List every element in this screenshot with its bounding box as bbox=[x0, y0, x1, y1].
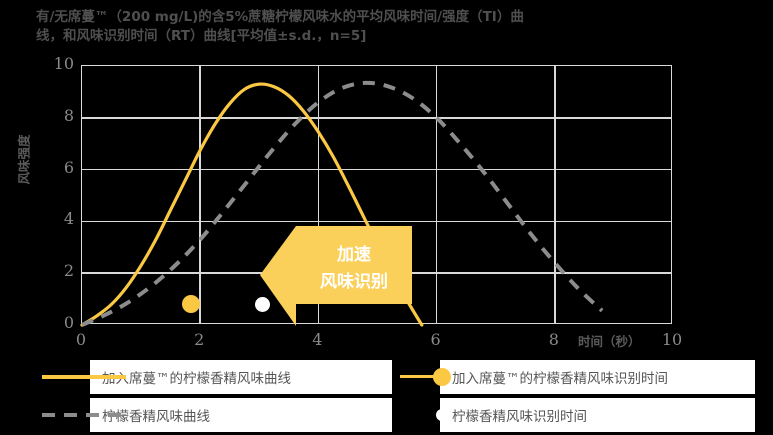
legend-dot-yellow bbox=[433, 368, 451, 386]
legend-label: 柠檬香精风味识别时间 bbox=[452, 409, 587, 425]
callout-line-1: 加速 bbox=[337, 245, 371, 265]
x-tick-label: 8 bbox=[548, 330, 559, 349]
x-tick-label: 6 bbox=[430, 330, 441, 349]
chart-title-line-1: 有/无席蔓™（200 mg/L)的含5%蔗糖柠檬风味水的平均风味时间/强度（TI… bbox=[36, 9, 524, 25]
y-tick-label: 6 bbox=[63, 157, 74, 177]
y-tick-label: 8 bbox=[63, 105, 74, 125]
legend-solid-line bbox=[42, 375, 126, 379]
legend-label: 加入席蔓™的柠檬香精风味识别时间 bbox=[452, 371, 668, 387]
legend-marker-dashed-line-gray bbox=[30, 398, 126, 432]
legend-item[interactable]: 加入席蔓™的柠檬香精风味识别时间 bbox=[440, 360, 755, 394]
x-tick-label: 10 bbox=[661, 330, 683, 349]
y-axis-label: 风味强度 bbox=[16, 134, 32, 185]
gridline-vertical bbox=[199, 66, 201, 323]
x-tick-label: 4 bbox=[312, 330, 323, 349]
series-curves bbox=[80, 80, 604, 327]
gridline-vertical bbox=[554, 66, 556, 323]
callout-arrow-shape bbox=[260, 226, 412, 326]
x-axis-ticks: 0 2 4 6 8 10 bbox=[0, 330, 773, 354]
series-line-1 bbox=[80, 82, 424, 327]
chart-legend: 加入席蔓™的柠檬香精风味曲线 柠檬香精风味曲线 加入席蔓™的柠檬香精风味识别时间 柠檬… bbox=[0, 356, 773, 435]
callout-line-2: 风味识别 bbox=[320, 272, 388, 292]
plot-area: 加速 风味识别 bbox=[80, 65, 672, 327]
y-tick-label: 4 bbox=[63, 209, 74, 229]
gridline-vertical bbox=[317, 66, 320, 323]
x-tick-label: 0 bbox=[75, 330, 87, 349]
y-tick-label: 0 bbox=[63, 313, 74, 332]
gridline-horizontal bbox=[82, 117, 671, 119]
rt-marker-2 bbox=[254, 296, 270, 312]
legend-marker-dot-white bbox=[400, 398, 496, 432]
legend-item[interactable]: 柠檬香精风味识别时间 bbox=[440, 398, 755, 432]
legend-dashed-line bbox=[42, 413, 126, 417]
callout-annotation: 加速 风味识别 bbox=[260, 226, 412, 326]
y-tick-label: 2 bbox=[63, 261, 74, 281]
y-axis-ticks: 0 2 4 6 8 10 bbox=[40, 0, 74, 435]
legend-dot-white bbox=[436, 409, 448, 421]
legend-marker-dot-yellow bbox=[400, 360, 496, 394]
gridline-vertical bbox=[435, 66, 438, 323]
rt-marker-1 bbox=[182, 295, 201, 314]
callout-text: 加速 风味识别 bbox=[298, 242, 410, 296]
legend-item[interactable]: 加入席蔓™的柠檬香精风味曲线 bbox=[90, 360, 392, 394]
legend-label: 加入席蔓™的柠檬香精风味曲线 bbox=[102, 371, 291, 387]
legend-item[interactable]: 柠檬香精风味曲线 bbox=[90, 398, 392, 432]
legend-label: 柠檬香精风味曲线 bbox=[102, 409, 210, 425]
y-tick-label: 10 bbox=[53, 54, 74, 73]
gridline-horizontal bbox=[82, 220, 671, 223]
chart-title-line-2: 线，和风味识别时间（RT）曲线[平均值±s.d.，n=5] bbox=[36, 28, 367, 44]
legend-dot-connector bbox=[400, 375, 442, 378]
x-tick-label: 2 bbox=[194, 330, 205, 349]
gridline-horizontal bbox=[82, 168, 671, 171]
chart-title: 有/无席蔓™（200 mg/L)的含5%蔗糖柠檬风味水的平均风味时间/强度（TI… bbox=[36, 8, 754, 46]
x-axis-label: 时间（秒） bbox=[578, 334, 641, 349]
legend-marker-solid-line-yellow bbox=[30, 360, 126, 394]
